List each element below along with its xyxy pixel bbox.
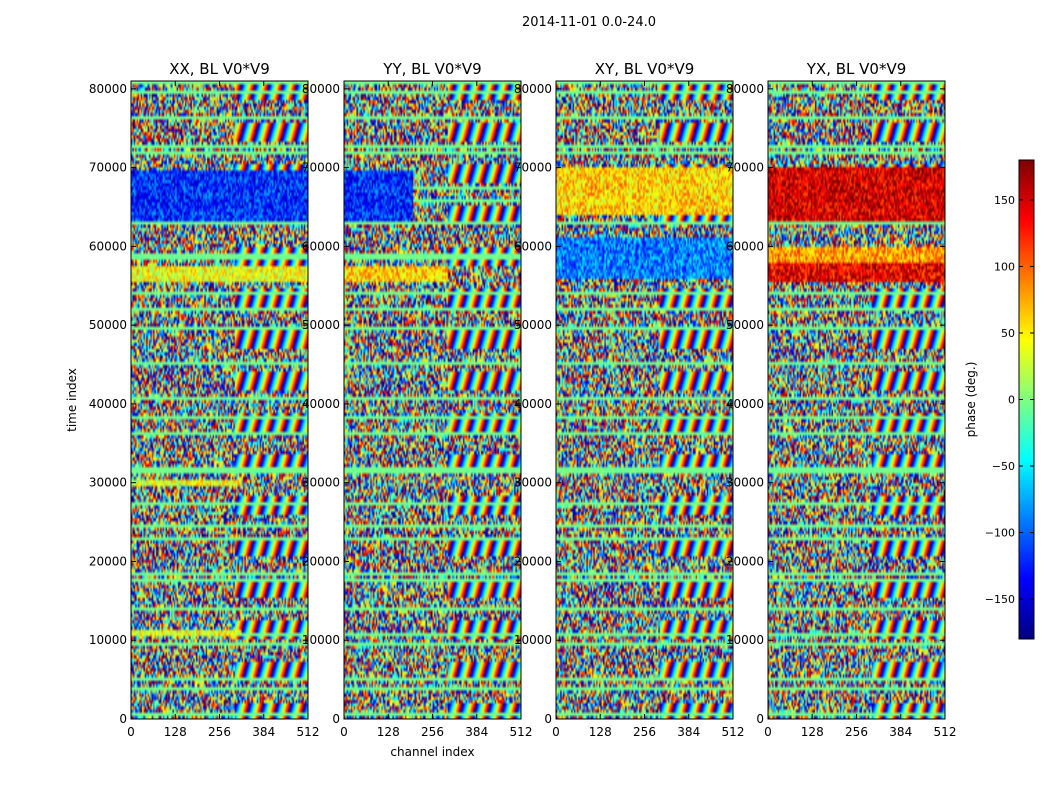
x-tick-label: 128: [377, 725, 400, 739]
panel-3: YX, BL V0*V9 0 128 256 384 512 0 10000 20000 3000…: [726, 60, 957, 739]
y-tick-label: 70000: [726, 161, 764, 175]
y-tick-label: 20000: [726, 554, 764, 568]
x-tick-label: 128: [164, 725, 187, 739]
colorbar: −150 −100 −50 0 50 100 150 phase (deg.): [964, 159, 1035, 640]
y-tick-label: 30000: [302, 476, 340, 490]
x-tick-label: 0: [552, 725, 560, 739]
y-tick-label: 40000: [89, 397, 127, 411]
y-tick-label: 20000: [302, 554, 340, 568]
colorbar-tick-label: 150: [994, 194, 1015, 207]
y-tick-label: 80000: [89, 82, 127, 96]
y-tick-label: 50000: [89, 318, 127, 332]
y-tick-label: 40000: [514, 397, 552, 411]
x-tick-label: 256: [633, 725, 656, 739]
y-tick-label: 50000: [726, 318, 764, 332]
y-tick-label: 70000: [302, 161, 340, 175]
x-tick-label: 384: [465, 725, 488, 739]
x-tick-label: 512: [934, 725, 957, 739]
x-tick-label: 0: [764, 725, 772, 739]
y-tick-label: 10000: [726, 633, 764, 647]
colorbar-tick-label: −150: [985, 593, 1015, 606]
y-tick-label: 10000: [89, 633, 127, 647]
colorbar-tick-label: 0: [1008, 394, 1015, 407]
y-tick-label: 30000: [726, 476, 764, 490]
y-tick-label: 10000: [302, 633, 340, 647]
x-tick-label: 0: [340, 725, 348, 739]
panel-2: XY, BL V0*V9 0 128 256 384 512 0 10000 20000 3000…: [514, 60, 745, 739]
x-tick-label: 384: [677, 725, 700, 739]
x-tick-label: 0: [127, 725, 135, 739]
x-tick-label: 256: [208, 725, 231, 739]
y-tick-label: 30000: [514, 476, 552, 490]
colorbar-tick-label: 50: [1001, 327, 1015, 340]
y-tick-label: 10000: [514, 633, 552, 647]
y-tick-label: 20000: [514, 554, 552, 568]
y-tick-label: 50000: [514, 318, 552, 332]
y-tick-label: 80000: [302, 82, 340, 96]
x-tick-label: 256: [421, 725, 444, 739]
panel-1: YY, BL V0*V9 0 128 256 384 512 0 10000 20000 3000…: [302, 60, 533, 759]
heatmap-image-0: [131, 81, 308, 719]
y-tick-label: 0: [119, 712, 127, 726]
heatmap-panels: XX, BL V0*V9 0 128 256 384 512 0 10000 20000 3000…: [65, 60, 956, 759]
y-tick-label: 80000: [726, 82, 764, 96]
y-tick-label: 30000: [89, 476, 127, 490]
panel-title: XY, BL V0*V9: [595, 60, 695, 78]
y-tick-label: 50000: [302, 318, 340, 332]
y-tick-label: 0: [756, 712, 764, 726]
y-tick-label: 70000: [89, 161, 127, 175]
x-tick-label: 256: [845, 725, 868, 739]
x-axis-label: channel index: [390, 745, 474, 759]
colorbar-tick-label: −100: [985, 527, 1015, 540]
y-tick-label: 60000: [302, 239, 340, 253]
colorbar-tick-label: −50: [992, 460, 1015, 473]
figure-suptitle: 2014-11-01 0.0-24.0: [522, 15, 656, 30]
heatmap-image-1: [344, 81, 521, 719]
y-tick-label: 80000: [514, 82, 552, 96]
y-tick-label: 70000: [514, 161, 552, 175]
x-tick-label: 512: [722, 725, 745, 739]
y-tick-label: 40000: [302, 397, 340, 411]
panel-title: XX, BL V0*V9: [169, 60, 270, 78]
y-tick-label: 60000: [726, 239, 764, 253]
colorbar-tick-label: 100: [994, 260, 1015, 273]
panel-0: XX, BL V0*V9 0 128 256 384 512 0 10000 20000 3000…: [65, 60, 319, 739]
x-tick-label: 128: [801, 725, 824, 739]
y-tick-label: 60000: [89, 239, 127, 253]
x-tick-label: 512: [297, 725, 320, 739]
x-tick-label: 512: [510, 725, 533, 739]
panel-title: YY, BL V0*V9: [382, 60, 481, 78]
heatmap-image-3: [768, 81, 945, 719]
heatmap-image-2: [556, 81, 733, 719]
y-axis-label: time index: [65, 368, 79, 432]
y-tick-label: 40000: [726, 397, 764, 411]
y-tick-label: 20000: [89, 554, 127, 568]
x-tick-label: 384: [252, 725, 275, 739]
x-tick-label: 128: [589, 725, 612, 739]
y-tick-label: 60000: [514, 239, 552, 253]
x-tick-label: 384: [889, 725, 912, 739]
colorbar-label: phase (deg.): [964, 362, 978, 438]
y-tick-label: 0: [332, 712, 340, 726]
y-tick-label: 0: [544, 712, 552, 726]
panel-title: YX, BL V0*V9: [806, 60, 907, 78]
